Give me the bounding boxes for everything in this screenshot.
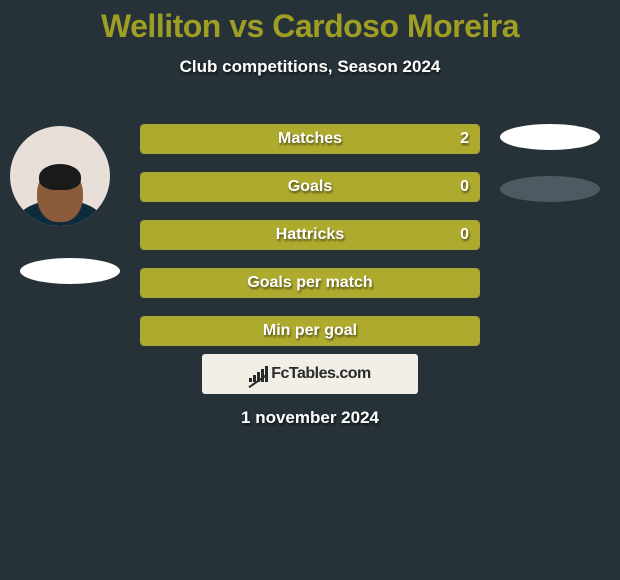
bar-min-per-goal: Min per goal (140, 316, 480, 346)
player-marker-right-2 (500, 176, 600, 202)
stat-bars: Matches 2 Goals 0 Hattricks 0 Goals per … (140, 124, 480, 364)
bar-value: 0 (460, 173, 469, 201)
bar-label: Min per goal (141, 317, 479, 345)
bar-matches: Matches 2 (140, 124, 480, 154)
bar-label: Matches (141, 125, 479, 153)
comparison-infographic: Welliton vs Cardoso Moreira Club competi… (0, 0, 620, 580)
bar-value: 0 (460, 221, 469, 249)
page-subtitle: Club competitions, Season 2024 (0, 57, 620, 77)
brand-chart-icon (249, 366, 268, 382)
player-marker-left (20, 258, 120, 284)
bar-label: Goals per match (141, 269, 479, 297)
page-title: Welliton vs Cardoso Moreira (0, 0, 620, 45)
player-avatar-left (10, 126, 110, 226)
bar-value: 2 (460, 125, 469, 153)
brand-text: FcTables.com (271, 365, 371, 383)
bar-hattricks: Hattricks 0 (140, 220, 480, 250)
footer-date: 1 november 2024 (0, 408, 620, 428)
bar-goals: Goals 0 (140, 172, 480, 202)
bar-label: Hattricks (141, 221, 479, 249)
player-marker-right-1 (500, 124, 600, 150)
bar-label: Goals (141, 173, 479, 201)
brand-badge: FcTables.com (202, 354, 418, 394)
bar-goals-per-match: Goals per match (140, 268, 480, 298)
